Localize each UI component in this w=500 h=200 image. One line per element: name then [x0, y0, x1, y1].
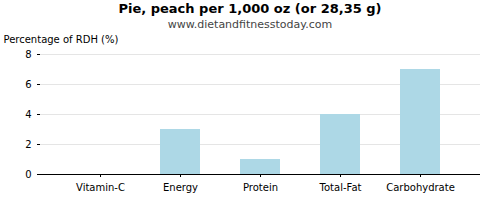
svg-text:Energy: Energy — [163, 182, 198, 193]
svg-text:8: 8 — [25, 49, 31, 60]
svg-text:Percentage of RDH (%): Percentage of RDH (%) — [4, 34, 119, 45]
svg-text:6: 6 — [25, 79, 31, 90]
svg-text:Vitamin-C: Vitamin-C — [76, 182, 125, 193]
svg-text:Total-Fat: Total-Fat — [319, 182, 362, 193]
svg-text:0: 0 — [25, 169, 31, 180]
svg-text:2: 2 — [25, 139, 31, 150]
html-text:Pie, peach per 1,000 oz (or 28: Pie, peach per 1,000 oz (or 28,35 g) — [118, 1, 382, 16]
svg-text:Protein: Protein — [243, 182, 278, 193]
html-text:www.dietandfitnesstoday.com: www.dietandfitnesstoday.com — [167, 18, 333, 31]
svg-text:Carbohydrate: Carbohydrate — [386, 182, 455, 193]
svg-text:4: 4 — [25, 109, 31, 120]
